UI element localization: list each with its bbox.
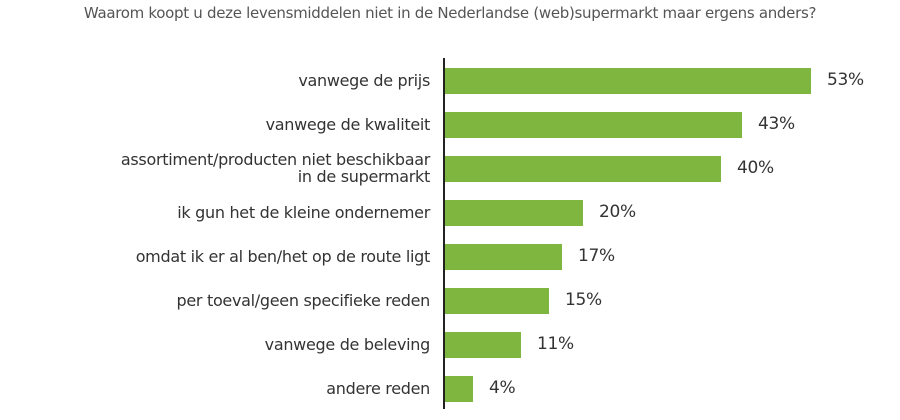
category-label: assortiment/producten niet beschikbaar in…: [121, 151, 430, 185]
category-label: omdat ik er al ben/het op de route ligt: [135, 247, 431, 266]
bar: [445, 112, 742, 138]
bar-row: omdat ik er al ben/het op de route ligt 1…: [0, 244, 900, 270]
category-label-line: vanwege de beleving: [264, 335, 431, 354]
bar: [445, 288, 549, 314]
bar: [445, 68, 811, 94]
category-label-line: ik gun het de kleine ondernemer: [177, 203, 430, 222]
category-label: andere reden: [326, 380, 430, 397]
bar-row: vanwege de beleving 11%: [0, 332, 900, 358]
category-label: vanwege de beleving: [264, 335, 431, 354]
category-label: vanwege de prijs: [298, 72, 430, 89]
bar: [445, 332, 521, 358]
bar: [445, 156, 721, 182]
category-label-line: assortiment/producten niet beschikbaar: [120, 150, 430, 169]
category-label-line: andere reden: [326, 379, 430, 398]
bar: [445, 244, 562, 270]
category-label: per toeval/geen specifieke reden: [177, 292, 431, 309]
value-label: 17%: [578, 246, 615, 266]
category-label-line: vanwege de kwaliteit: [265, 115, 431, 134]
value-label: 53%: [827, 70, 864, 90]
bar: [445, 200, 583, 226]
value-label: 40%: [737, 158, 774, 178]
bar-row: vanwege de kwaliteit 43%: [0, 112, 900, 138]
category-label: vanwege de kwaliteit: [265, 115, 431, 134]
value-label: 43%: [758, 114, 795, 134]
bar-row: per toeval/geen specifieke reden 15%: [0, 288, 900, 314]
value-label: 15%: [565, 290, 602, 310]
bar-row: andere reden 4%: [0, 376, 900, 402]
bar-row: vanwege de prijs 53%: [0, 68, 900, 94]
chart-title: Waarom koopt u deze levensmiddelen niet …: [83, 4, 817, 22]
bar-row: ik gun het de kleine ondernemer 20%: [0, 200, 900, 226]
value-label: 20%: [599, 202, 636, 222]
y-axis-line: [443, 58, 445, 409]
bar: [445, 376, 473, 402]
category-label-line: vanwege de prijs: [298, 71, 430, 90]
category-label-line: omdat ik er al ben/het op de route ligt: [135, 247, 431, 266]
value-label: 4%: [489, 378, 516, 398]
bar-row: assortiment/producten niet beschikbaar in…: [0, 151, 900, 185]
category-label: ik gun het de kleine ondernemer: [177, 204, 430, 221]
category-label-line: in de supermarkt: [297, 167, 431, 186]
value-label: 11%: [537, 334, 574, 354]
category-label-line: per toeval/geen specifieke reden: [176, 291, 431, 310]
